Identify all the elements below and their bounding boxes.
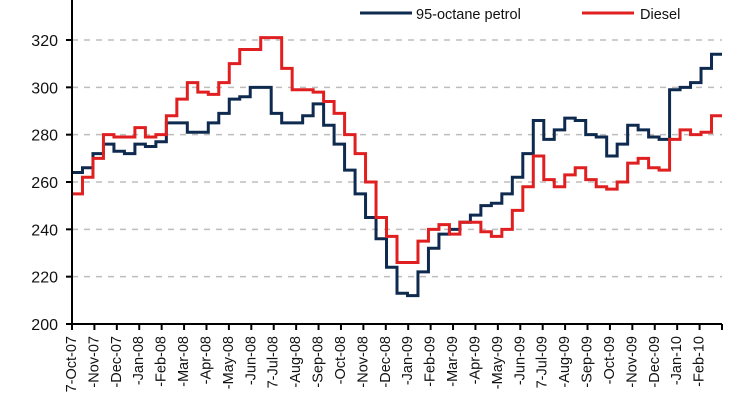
series-lines — [72, 36, 722, 298]
x-tick-label: 7-Jul-08 — [266, 336, 282, 388]
x-tick-label: -May-08 — [221, 336, 237, 389]
x-tick-label: -Feb-09 — [423, 336, 439, 387]
x-tick-label: -Apr-08 — [198, 336, 214, 384]
x-tick-label: -Jun-08 — [243, 336, 259, 385]
petrol-line — [72, 52, 722, 298]
x-tick-label: -Nov-07 — [86, 336, 102, 388]
axes — [71, 0, 722, 325]
x-tick-label: -Feb-10 — [692, 336, 708, 387]
x-tick-label: 7-Jul-09 — [535, 336, 551, 388]
x-tick-label: -Dec-08 — [378, 336, 394, 388]
x-tick-label: -Nov-08 — [355, 336, 371, 388]
x-tick-label: -Jun-09 — [512, 336, 528, 385]
x-tick-label: -Aug-09 — [557, 336, 573, 388]
x-axis-ticks: 7-Oct-07 -Nov-07 -Dec-07 -Jan-08 -Feb-08 -Mar… — [64, 324, 723, 392]
legend-label-petrol: 95-octane petrol — [416, 7, 521, 23]
y-tick-label: 220 — [31, 270, 58, 287]
y-tick-label: 300 — [31, 80, 58, 97]
x-tick-label: -Dec-07 — [109, 336, 125, 388]
x-tick-label: -Feb-08 — [154, 336, 170, 387]
x-tick-label: -Oct-08 — [333, 336, 349, 384]
y-axis-ticks: 200 220 240 260 280 300 320 — [31, 33, 72, 334]
y-tick-label: 260 — [31, 175, 58, 192]
x-tick-label: -Nov-09 — [624, 336, 640, 388]
x-tick-label: -Apr-09 — [467, 336, 483, 384]
x-tick-label: -Jan-10 — [669, 336, 685, 385]
x-tick-label: -Jan-09 — [400, 336, 416, 385]
y-tick-label: 320 — [31, 33, 58, 50]
legend-label-diesel: Diesel — [640, 7, 680, 23]
x-tick-label: -Sep-09 — [580, 336, 596, 388]
y-tick-label: 200 — [31, 317, 58, 334]
x-tick-label: -Jan-08 — [131, 336, 147, 385]
gridlines — [72, 39, 722, 278]
x-tick-label: -Oct-09 — [602, 336, 618, 384]
diesel-line — [72, 36, 722, 264]
x-tick-label: 7-Oct-07 — [64, 336, 80, 392]
legend: 95-octane petrol Diesel — [352, 0, 724, 26]
y-tick-label: 240 — [31, 222, 58, 239]
x-tick-label: -Mar-09 — [445, 336, 461, 387]
x-tick-label: -Aug-08 — [288, 336, 304, 388]
x-tick-label: -Sep-08 — [311, 336, 327, 388]
x-tick-label: -Dec-09 — [647, 336, 663, 388]
x-tick-label: -Mar-08 — [176, 336, 192, 387]
y-tick-label: 280 — [31, 128, 58, 145]
x-tick-label: -May-09 — [490, 336, 506, 389]
